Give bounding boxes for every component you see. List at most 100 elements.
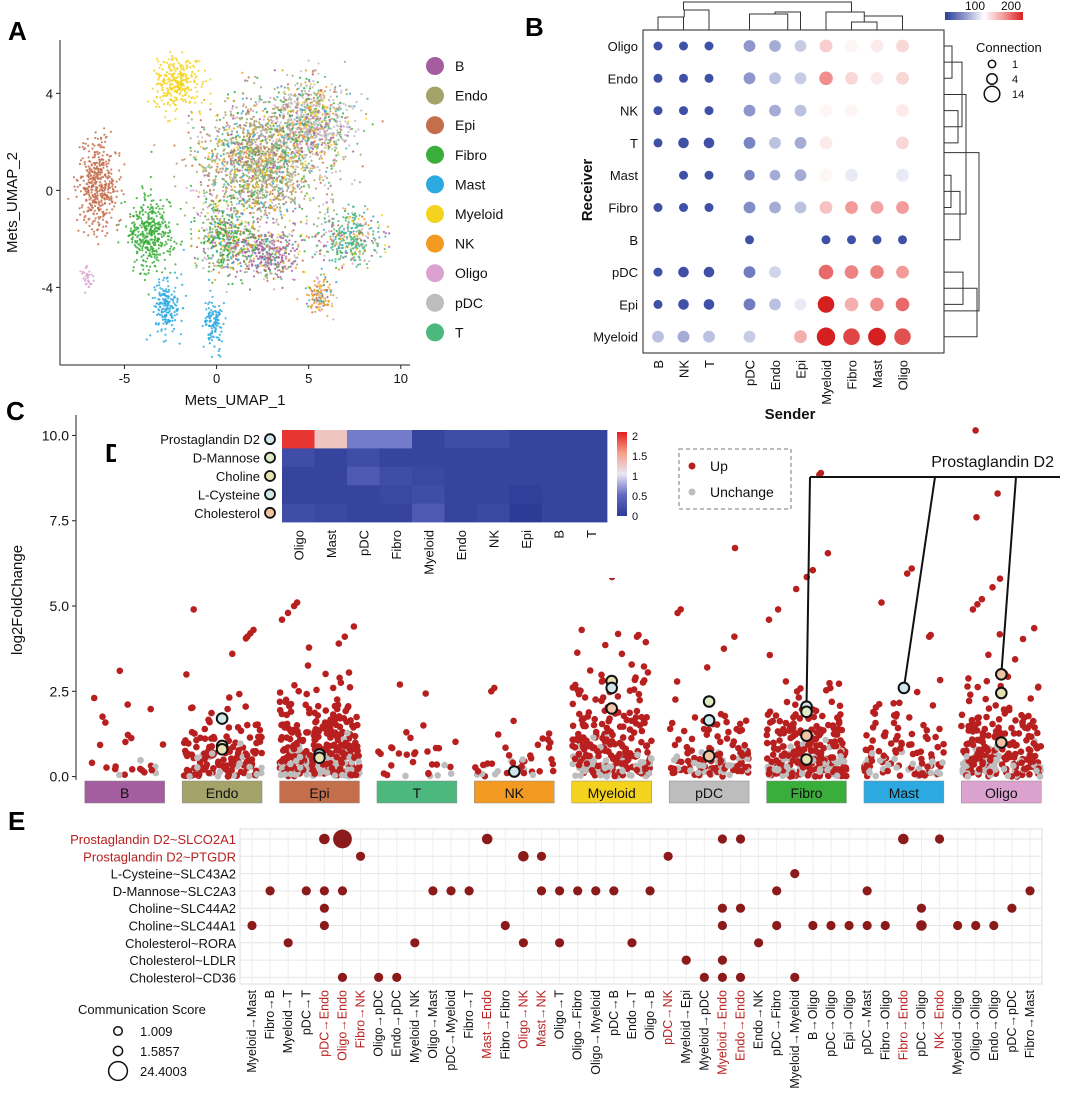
umap-cell-point <box>266 118 270 121</box>
umap-cell-point <box>216 324 219 328</box>
umap-cell-point <box>258 125 261 128</box>
umap-cell-point <box>219 254 222 257</box>
umap-cell-point <box>209 78 212 81</box>
umap-cell-point <box>184 75 187 78</box>
umap-cell-point <box>297 93 300 96</box>
umap-cell-point <box>329 110 332 113</box>
umap-cell-point <box>217 264 220 267</box>
umap-cell-point <box>101 163 104 166</box>
umap-cell-point <box>219 251 222 254</box>
umap-cell-point <box>210 234 213 237</box>
umap-cell-point <box>227 144 230 148</box>
umap-cell-point <box>302 185 306 188</box>
umap-cell-point <box>292 229 295 232</box>
umap-cell-point <box>323 96 326 99</box>
umap-cell-point <box>360 109 363 112</box>
umap-cell-point <box>87 178 90 181</box>
umap-cell-point <box>277 161 280 164</box>
umap-cell-point <box>151 87 154 90</box>
umap-cell-point <box>165 242 168 245</box>
umap-cell-point <box>96 171 99 174</box>
umap-cell-point <box>280 108 283 111</box>
umap-cell-point <box>91 147 94 150</box>
umap-cell-point <box>225 121 228 124</box>
umap-cell-point <box>262 118 265 121</box>
umap-cell-point <box>247 266 250 269</box>
umap-cell-point <box>165 110 168 113</box>
umap-cell-point <box>258 251 261 255</box>
umap-cell-point <box>242 186 245 189</box>
umap-cell-point <box>212 324 215 327</box>
umap-cell-point <box>273 107 276 110</box>
umap-cell-point <box>327 122 330 125</box>
umap-cell-point <box>145 338 148 341</box>
umap-cell-point <box>304 133 307 136</box>
umap-cell-point <box>310 98 313 101</box>
umap-cell-point <box>160 235 164 239</box>
umap-cell-point <box>140 255 143 258</box>
umap-cell-point <box>109 154 112 158</box>
umap-cell-point <box>215 168 218 171</box>
umap-cell-point <box>230 133 233 136</box>
umap-cell-point <box>148 231 151 234</box>
umap-cell-point <box>97 224 101 227</box>
umap-cell-point <box>276 206 279 209</box>
umap-cell-point <box>280 166 284 169</box>
umap-cell-point <box>203 240 206 243</box>
umap-cell-point <box>240 212 243 215</box>
umap-cell-point <box>227 231 230 234</box>
umap-cell-point <box>294 260 297 263</box>
umap-cell-point <box>307 148 310 151</box>
umap-cell-point <box>174 89 177 92</box>
umap-cell-point <box>209 139 212 142</box>
umap-cell-point <box>306 113 309 116</box>
umap-cell-point <box>289 197 292 200</box>
umap-cell-point <box>235 138 238 141</box>
umap-cell-point <box>149 254 152 257</box>
umap-cell-point <box>91 143 94 146</box>
umap-cell-point <box>167 321 170 324</box>
umap-cell-point <box>287 120 290 123</box>
umap-cell-point <box>260 264 263 267</box>
umap-cell-point <box>234 229 237 232</box>
umap-cell-point <box>221 256 224 259</box>
umap-cell-point <box>285 201 288 204</box>
umap-cell-point <box>282 254 286 257</box>
umap-cell-point <box>287 110 290 113</box>
umap-cell-point <box>160 83 164 86</box>
umap-cell-point <box>294 191 297 194</box>
umap-cell-point <box>72 176 75 179</box>
umap-cell-point <box>331 171 334 174</box>
umap-cell-point <box>197 140 201 143</box>
umap-cell-point <box>102 146 106 149</box>
umap-cell-point <box>326 142 329 145</box>
umap-cell-point <box>174 69 177 72</box>
umap-cell-point <box>274 204 277 207</box>
umap-cell-point <box>312 103 315 107</box>
umap-cell-point <box>304 106 308 109</box>
umap-cell-point <box>147 254 150 257</box>
umap-cell-point <box>149 217 153 220</box>
umap-cell-point <box>297 149 300 152</box>
umap-cell-point <box>159 96 162 99</box>
umap-cell-point <box>259 145 262 148</box>
umap-cell-point <box>215 336 218 339</box>
umap-cell-point <box>236 125 239 128</box>
umap-cell-point <box>111 208 114 211</box>
umap-cell-point <box>303 197 306 200</box>
umap-cell-point <box>273 151 276 154</box>
umap-cell-point <box>317 217 320 220</box>
umap-cell-point <box>153 239 156 242</box>
umap-cell-point <box>127 241 130 244</box>
umap-cell-point <box>292 159 295 162</box>
umap-cell-point <box>164 231 167 234</box>
umap-cell-point <box>225 186 228 189</box>
umap-cell-point <box>265 214 268 217</box>
umap-cell-point <box>287 159 290 162</box>
umap-cell-point <box>331 193 334 196</box>
umap-cell-point <box>314 187 318 190</box>
umap-cell-point <box>251 195 254 198</box>
umap-cell-point <box>239 233 242 236</box>
umap-cell-point <box>298 133 301 136</box>
umap-cell-point <box>291 262 294 265</box>
